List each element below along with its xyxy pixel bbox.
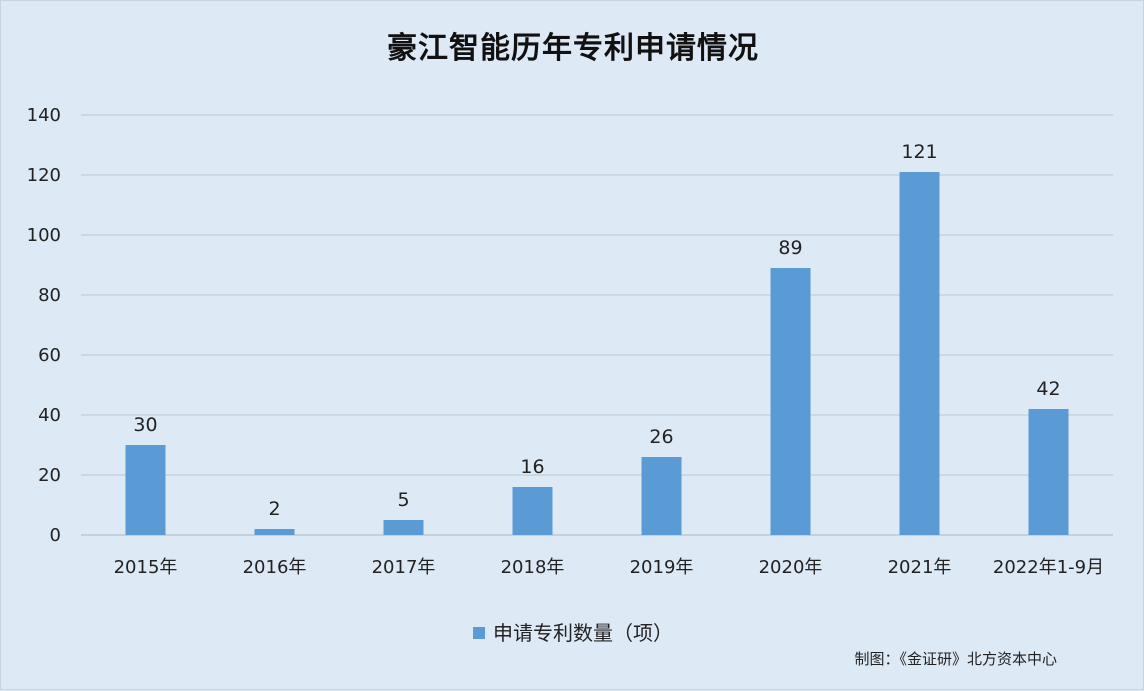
x-tick-label: 2017年 [372,557,436,578]
legend: 申请专利数量（项） [1,617,1144,646]
bar [125,445,166,535]
y-tick-label: 140 [27,105,61,126]
grid-lines [81,114,1113,536]
bar [899,172,940,535]
data-label: 89 [778,237,802,259]
data-label: 42 [1036,378,1060,400]
data-label: 30 [133,414,157,436]
bar [383,520,424,535]
y-tick-label: 80 [38,285,61,306]
bars [125,172,1069,535]
x-tick-label: 2015年 [114,557,178,578]
x-tick-label: 2018年 [501,557,565,578]
x-tick-label: 2019年 [630,557,694,578]
bar [770,268,811,535]
data-label: 26 [649,426,673,448]
x-tick-label: 2016年 [243,557,307,578]
y-tick-label: 60 [38,345,61,366]
bar [641,457,682,535]
data-label: 16 [520,456,544,478]
bar [512,487,553,535]
y-tick-label: 100 [27,225,61,246]
y-tick-label: 40 [38,405,61,426]
bar [254,529,295,535]
legend-label: 申请专利数量（项） [493,621,673,645]
legend-swatch [473,626,485,639]
bar [1028,409,1069,535]
x-tick-label: 2020年 [759,557,823,578]
data-labels: 30 2 5 16 26 89 121 42 [133,141,1060,520]
data-label: 121 [901,141,937,163]
x-tick-label: 2022年1-9月 [993,557,1104,578]
y-tick-label: 20 [38,465,61,486]
data-label: 2 [268,498,280,520]
axes: 0 20 40 60 80 100 120 140 2015年 2016年 2017年 2018年 20… [27,105,1104,578]
y-tick-label: 0 [50,525,61,546]
x-tick-label: 2021年 [888,557,952,578]
chart-title: 豪江智能历年专利申请情况 [387,31,759,66]
y-tick-label: 120 [27,165,61,186]
data-label: 5 [397,489,409,511]
source-note: 制图：《金证研》北方资本中心 [854,650,1057,668]
